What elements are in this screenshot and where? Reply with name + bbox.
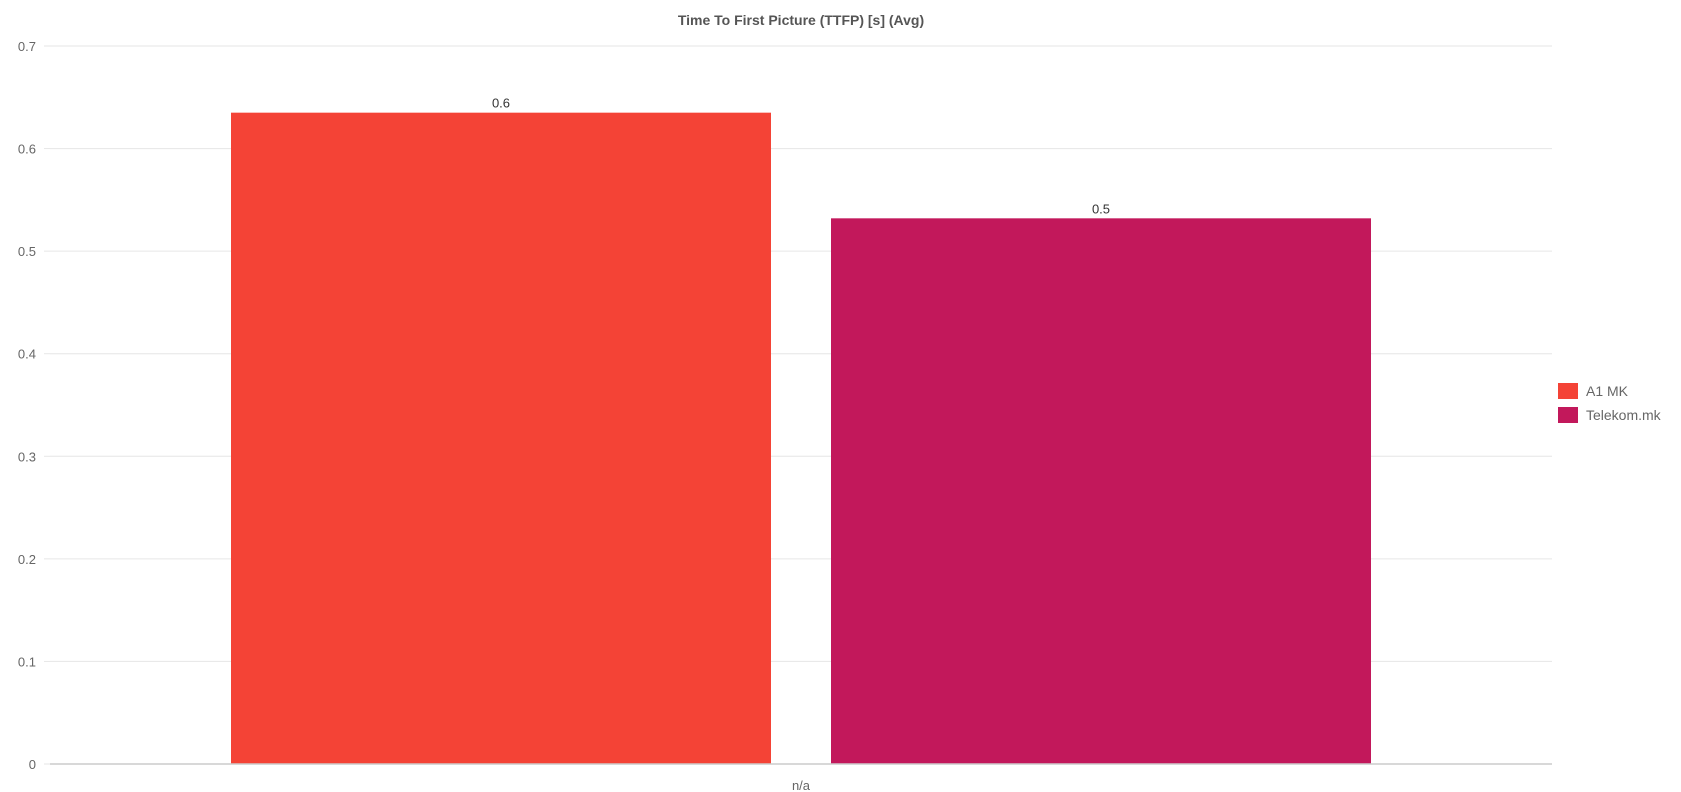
bar-telekom-mk xyxy=(831,218,1371,764)
y-tick-label: 0.2 xyxy=(18,552,36,567)
data-label: 0.6 xyxy=(492,96,510,111)
bars xyxy=(231,112,1371,764)
y-tick-label: 0.3 xyxy=(18,449,36,464)
legend-label: A1 MK xyxy=(1586,383,1629,399)
legend-swatch xyxy=(1558,407,1578,423)
y-tick-label: 0.5 xyxy=(18,244,36,259)
y-tick-label: 0.1 xyxy=(18,654,36,669)
bar-a1-mk xyxy=(231,112,771,764)
x-tick-label: n/a xyxy=(792,778,811,792)
legend-label: Telekom.mk xyxy=(1586,407,1662,423)
y-axis-ticks: 0 0.1 0.2 0.3 0.4 0.5 0.6 0.7 xyxy=(18,39,50,772)
legend-swatch xyxy=(1558,383,1578,399)
legend: A1 MK Telekom.mk xyxy=(1558,383,1662,423)
chart-title: Time To First Picture (TTFP) [s] (Avg) xyxy=(678,12,924,28)
y-tick-label: 0.7 xyxy=(18,39,36,54)
y-tick-label: 0 xyxy=(29,757,36,772)
y-tick-label: 0.6 xyxy=(18,142,36,157)
x-axis-ticks: n/a xyxy=(792,778,811,792)
y-tick-label: 0.4 xyxy=(18,347,36,362)
data-labels: 0.6 0.5 xyxy=(492,96,1110,217)
data-label: 0.5 xyxy=(1092,201,1110,216)
